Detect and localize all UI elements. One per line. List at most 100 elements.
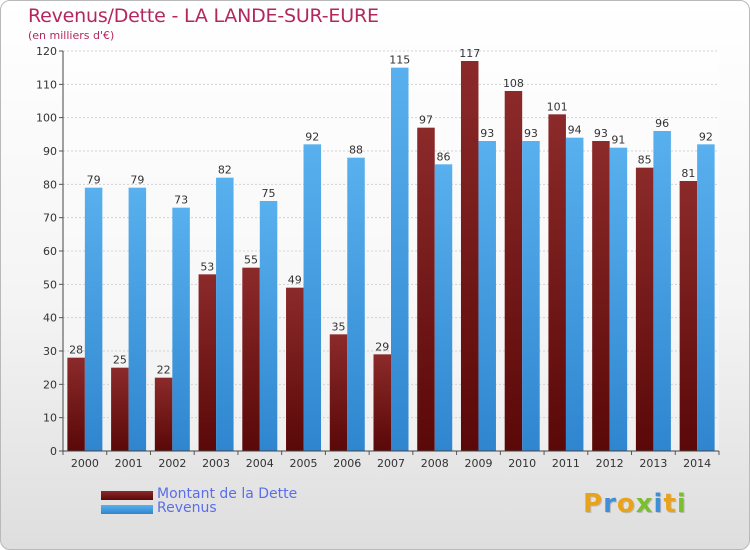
legend-label-revenus: Revenus (157, 500, 217, 516)
bar-revenus-2006 (347, 157, 365, 451)
logo-letter: t (663, 489, 677, 519)
y-tick-label: 70 (43, 212, 57, 225)
legend-swatch-revenus (101, 505, 153, 514)
data-label-dette-2001: 25 (113, 354, 127, 367)
y-tick-label: 60 (43, 245, 57, 258)
x-tick-label: 2000 (71, 457, 99, 470)
y-tick-label: 30 (43, 345, 57, 358)
bar-dette-2013 (635, 167, 654, 451)
x-axis: 2000 2001 2002 2003 2004 2005 2006 2007 2008 2009… (62, 450, 720, 470)
data-label-revenus-2005: 92 (305, 130, 319, 143)
data-label-dette-2007: 29 (375, 340, 389, 353)
x-tick-label: 2003 (202, 457, 230, 470)
data-label-revenus-2007: 115 (389, 54, 410, 67)
y-tick-label: 100 (36, 112, 57, 125)
x-tick-label: 2002 (158, 457, 186, 470)
data-label-revenus-2000: 79 (87, 174, 101, 187)
data-label-dette-2013: 85 (638, 154, 652, 167)
bar-dette-2000 (67, 357, 85, 451)
logo-letter: o (616, 489, 636, 519)
data-label-dette-2010: 108 (503, 77, 524, 90)
bar-revenus-2009 (478, 141, 496, 451)
bar-revenus-2005 (303, 144, 322, 452)
data-label-revenus-2009: 93 (480, 127, 494, 140)
proxiti-logo: Proxiti (583, 489, 687, 519)
bar-revenus-2013 (653, 131, 671, 451)
x-tick-label: 2007 (377, 457, 405, 470)
y-tick-label: 110 (36, 78, 57, 91)
data-label-dette-2002: 22 (157, 364, 171, 377)
bar-dette-2004 (242, 267, 260, 451)
bar-revenus-2014 (697, 144, 715, 452)
bar-dette-2011 (548, 114, 566, 451)
data-label-dette-2004: 55 (244, 254, 258, 267)
logo-letter: x (635, 489, 654, 519)
x-tick-label: 2014 (683, 457, 711, 470)
y-tick-label: 120 (36, 45, 57, 58)
bar-dette-2007 (373, 354, 391, 451)
x-tick-label: 2009 (464, 457, 492, 470)
data-label-dette-2003: 53 (200, 260, 214, 273)
x-tick-label: 2001 (115, 457, 143, 470)
logo-letter: r (603, 489, 617, 519)
data-label-dette-2008: 97 (419, 114, 433, 127)
bar-revenus-2003 (216, 177, 234, 451)
y-axis: 0 10 20 30 40 50 60 70 80 90 100 110 120 (36, 45, 64, 458)
data-label-dette-2011: 101 (547, 100, 568, 113)
y-tick-label: 40 (43, 312, 57, 325)
data-label-revenus-2003: 82 (218, 164, 232, 177)
bar-revenus-2004 (259, 201, 278, 451)
bar-dette-2006 (329, 334, 348, 451)
x-tick-label: 2013 (639, 457, 667, 470)
x-tick-label: 2012 (596, 457, 624, 470)
data-label-revenus-2010: 93 (524, 127, 538, 140)
bar-dette-2001 (111, 367, 129, 451)
bars: 28 79 25 79 22 73 53 82 55 75 49 92 35 88 29 115 97 86 117… (67, 47, 715, 452)
chart-title: Revenus/Dette - LA LANDE-SUR-EURE (28, 5, 379, 27)
y-tick-label: 50 (43, 278, 57, 291)
data-label-revenus-2011: 94 (568, 124, 582, 137)
x-tick-label: 2004 (246, 457, 274, 470)
bar-revenus-2001 (128, 187, 147, 451)
chart-subtitle: (en milliers d'€) (28, 29, 115, 42)
data-label-revenus-2008: 86 (436, 150, 450, 163)
y-tick-label: 0 (50, 445, 57, 458)
x-tick-label: 2010 (508, 457, 536, 470)
data-label-revenus-2002: 73 (174, 194, 188, 207)
data-label-dette-2012: 93 (594, 127, 608, 140)
data-label-dette-2009: 117 (459, 47, 480, 60)
bar-dette-2010 (504, 91, 523, 451)
x-tick-label: 2008 (421, 457, 449, 470)
bar-revenus-2010 (522, 141, 540, 451)
data-label-revenus-2012: 91 (611, 134, 625, 147)
bar-dette-2003 (198, 274, 217, 451)
bar-revenus-2008 (434, 164, 453, 452)
bar-revenus-2002 (172, 207, 190, 451)
data-label-revenus-2013: 96 (655, 117, 669, 130)
data-label-revenus-2014: 92 (699, 130, 713, 143)
logo-letter: i (676, 489, 687, 519)
bar-dette-2008 (417, 127, 435, 452)
x-tick-label: 2011 (552, 457, 580, 470)
data-label-dette-2005: 49 (288, 274, 302, 287)
data-label-dette-2006: 35 (332, 320, 346, 333)
data-label-revenus-2006: 88 (349, 144, 363, 157)
logo-letter: P (583, 489, 604, 519)
legend-swatch-dette (101, 491, 153, 500)
data-label-revenus-2001: 79 (130, 174, 144, 187)
logo-letter: i (653, 489, 664, 519)
bar-dette-2002 (154, 377, 173, 451)
bar-revenus-2000 (84, 187, 103, 451)
bar-revenus-2007 (391, 67, 409, 452)
x-tick-label: 2006 (333, 457, 361, 470)
y-tick-label: 10 (43, 412, 57, 425)
y-tick-label: 20 (43, 378, 57, 391)
y-tick-label: 90 (43, 145, 57, 158)
legend-label-dette: Montant de la Dette (157, 486, 298, 502)
bar-dette-2014 (679, 181, 698, 451)
bar-dette-2009 (460, 61, 479, 451)
x-tick-label: 2005 (290, 457, 318, 470)
data-label-revenus-2004: 75 (262, 187, 276, 200)
